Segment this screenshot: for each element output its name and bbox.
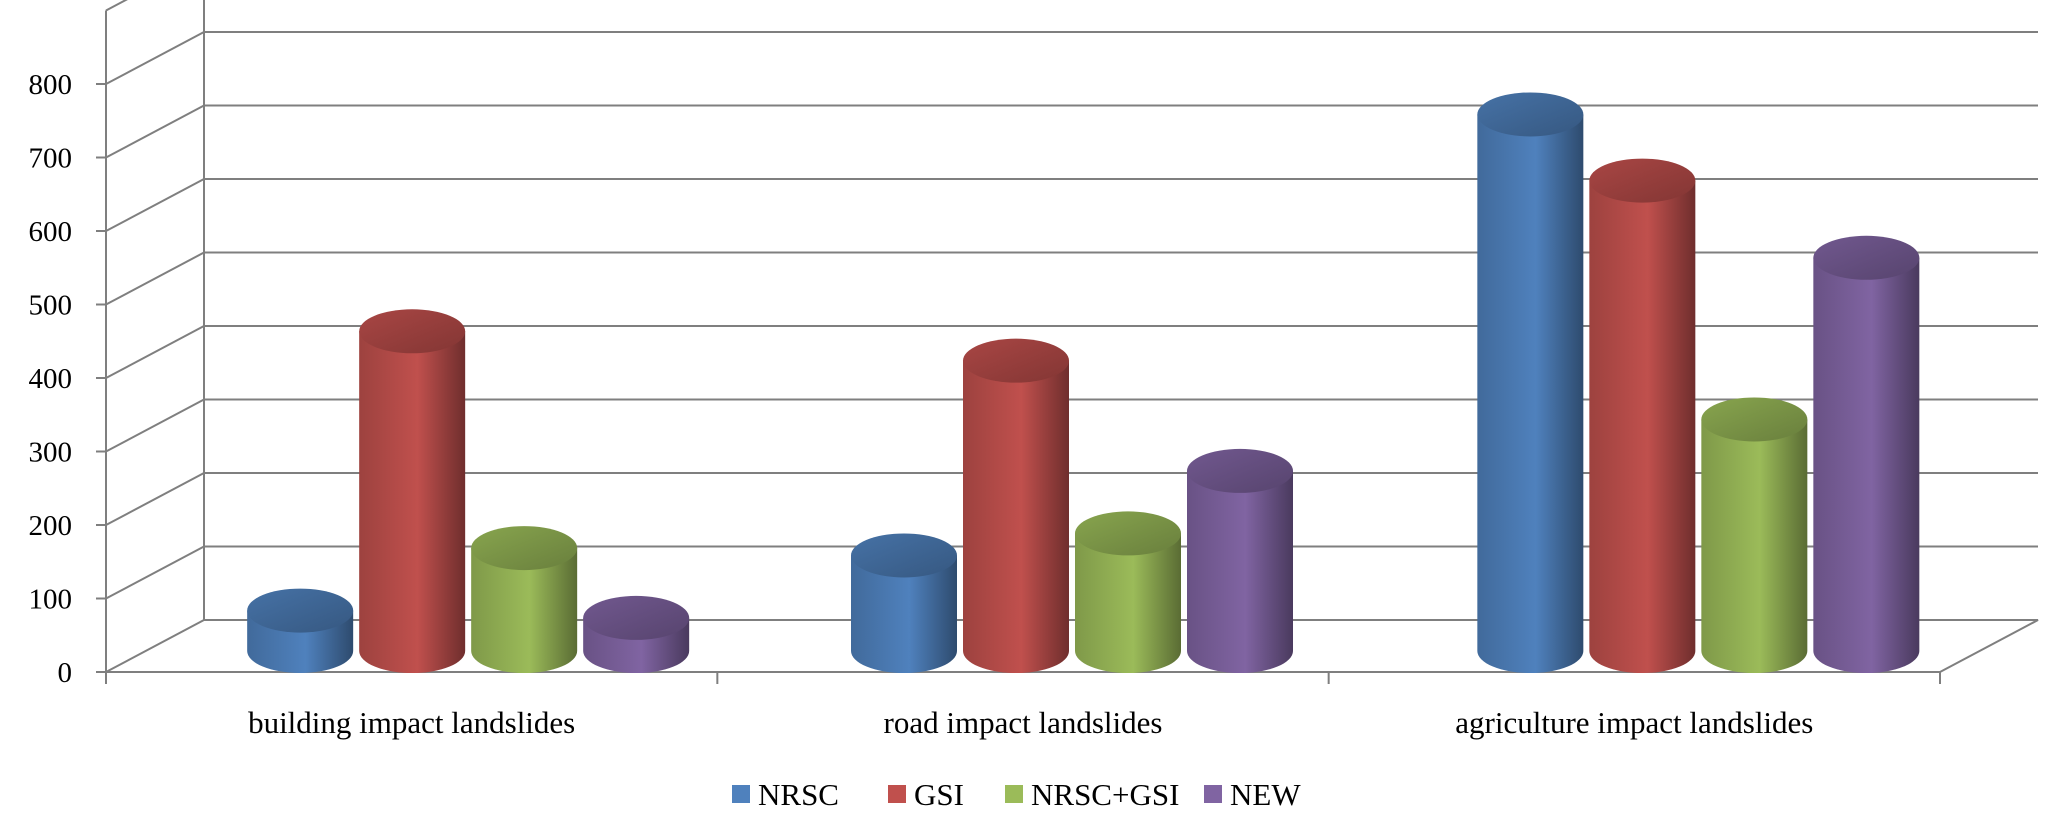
category-label: agriculture impact landslides xyxy=(1455,705,1813,740)
y-tick-label: 600 xyxy=(29,216,73,248)
bar-body xyxy=(1813,257,1920,673)
bar-top xyxy=(359,309,466,354)
bar-top xyxy=(583,595,690,640)
gridline xyxy=(105,104,2038,159)
bar-top xyxy=(471,526,578,571)
y-tick-label: 300 xyxy=(29,437,73,469)
bar-top xyxy=(1477,92,1584,137)
gridline xyxy=(105,31,2038,85)
legend-label: NRSC+GSI xyxy=(1031,777,1179,812)
legend-swatch xyxy=(732,785,750,803)
bar-top xyxy=(1187,448,1293,493)
category-label: building impact landslides xyxy=(248,705,575,740)
gridline xyxy=(105,178,2038,232)
y-axis-tick-labels: 0 100 200 300 400 500 600 700 800 xyxy=(29,69,73,689)
legend-swatch xyxy=(888,785,906,803)
bar-top xyxy=(247,588,354,633)
legend-item-gsi: GSI xyxy=(888,777,964,812)
legend-item-new: NEW xyxy=(1204,777,1301,812)
bar-nrsc-gsi-3 xyxy=(1701,397,1808,673)
y-tick-label: 700 xyxy=(29,143,73,175)
y-tick-label: 100 xyxy=(29,584,73,616)
legend-item-nrsc-gsi: NRSC+GSI xyxy=(1005,777,1179,812)
category-labels: building impact landslides road impact la… xyxy=(248,705,1813,740)
bar-top xyxy=(1701,397,1808,442)
bar-body xyxy=(1187,470,1293,673)
bar-gsi-2 xyxy=(963,338,1069,673)
bar-nrsc-2 xyxy=(851,533,957,673)
gridline xyxy=(105,251,2038,306)
bar-new-3 xyxy=(1813,235,1920,673)
bar-nrsc-1 xyxy=(247,588,354,673)
bar-top xyxy=(1589,158,1696,203)
bar-new-2 xyxy=(1187,448,1293,673)
gridline xyxy=(105,0,128,12)
y-tick-label: 500 xyxy=(29,290,73,322)
legend-label: NRSC xyxy=(758,777,839,812)
bar-gsi-3 xyxy=(1589,158,1696,673)
legend: NRSC GSI NRSC+GSI NEW xyxy=(732,777,1301,812)
y-tick-label: 800 xyxy=(29,69,73,101)
bar-top xyxy=(1075,511,1181,556)
y-tick-label: 200 xyxy=(29,510,73,542)
bars xyxy=(247,92,1920,673)
bar-body xyxy=(963,360,1069,673)
bar-nrsc-gsi-1 xyxy=(471,526,578,673)
y-tick-label: 0 xyxy=(58,657,73,689)
bar-body xyxy=(1075,533,1181,673)
bar-body xyxy=(1701,419,1808,673)
legend-swatch xyxy=(1204,785,1222,803)
legend-swatch xyxy=(1005,785,1023,803)
bar-body xyxy=(1589,180,1696,673)
bar-new-1 xyxy=(583,595,690,673)
bar-top xyxy=(1813,235,1920,280)
bar-gsi-1 xyxy=(359,309,466,673)
bar-nrsc-3 xyxy=(1477,92,1584,673)
legend-label: GSI xyxy=(914,777,964,812)
bar-body xyxy=(359,331,466,673)
legend-item-nrsc: NRSC xyxy=(732,777,839,812)
bar-nrsc-gsi-2 xyxy=(1075,511,1181,673)
legend-label: NEW xyxy=(1230,777,1301,812)
bar-body xyxy=(851,555,957,673)
category-label: road impact landslides xyxy=(884,705,1163,740)
bar-body xyxy=(1477,114,1584,673)
y-tick-label: 400 xyxy=(29,363,73,395)
bar-top xyxy=(963,338,1069,383)
bar-body xyxy=(471,548,578,673)
bar-top xyxy=(851,533,957,578)
